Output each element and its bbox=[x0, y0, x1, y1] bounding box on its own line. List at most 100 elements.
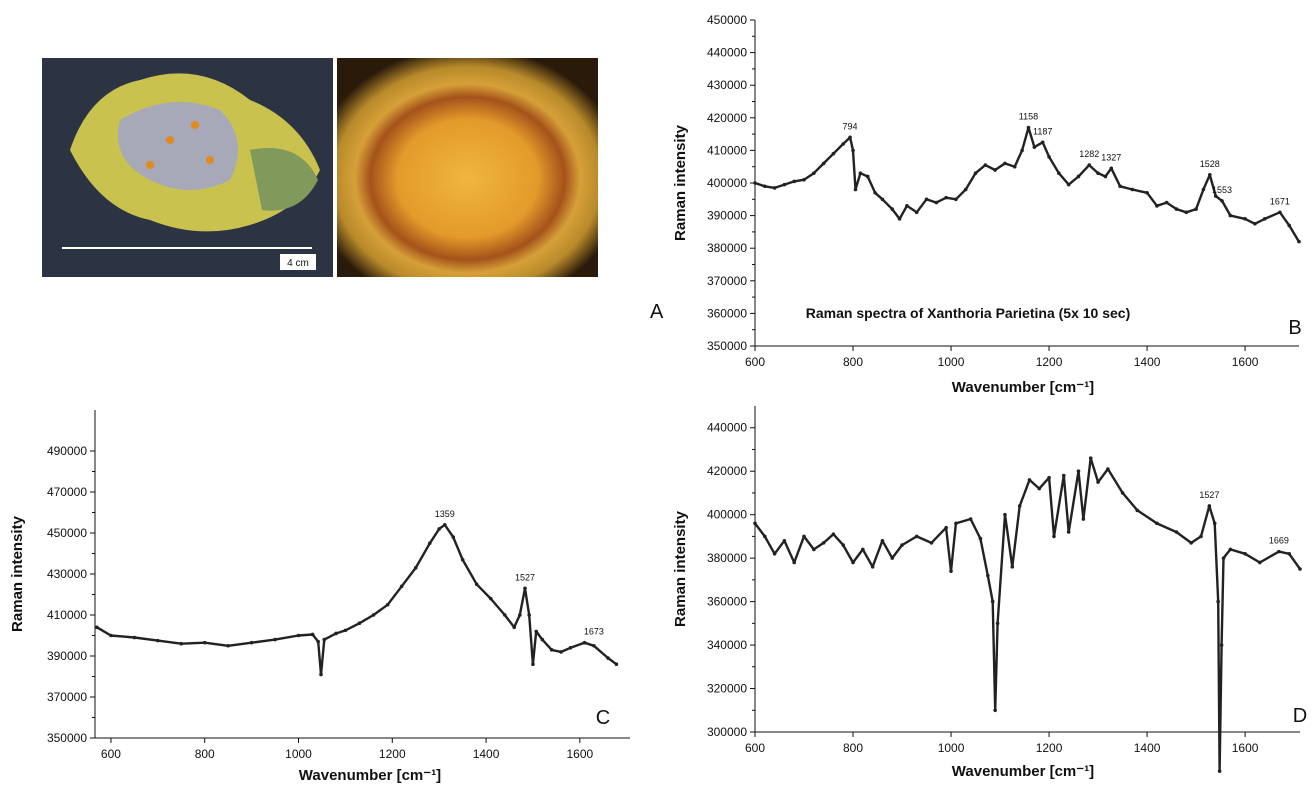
spectrum-point bbox=[1052, 534, 1056, 539]
spectrum-point bbox=[1278, 210, 1282, 215]
y-tick-label: 360000 bbox=[707, 595, 747, 609]
spectrum-point bbox=[1228, 213, 1233, 218]
spectrum-point bbox=[861, 547, 865, 552]
x-tick-label: 1000 bbox=[285, 747, 312, 761]
y-tick-label: 440000 bbox=[707, 46, 747, 60]
spectrum-point bbox=[1096, 480, 1100, 484]
spectrum-point bbox=[1040, 140, 1045, 145]
y-tick-label: 400000 bbox=[707, 176, 747, 190]
spectrum-point bbox=[851, 560, 855, 565]
y-tick-label: 350000 bbox=[47, 731, 87, 745]
spectrum-point bbox=[474, 582, 479, 587]
peak-label: 1527 bbox=[515, 572, 535, 582]
y-tick-label: 450000 bbox=[707, 13, 747, 27]
x-tick-label: 600 bbox=[745, 355, 765, 369]
spectrum-point bbox=[1221, 556, 1226, 560]
spectrum-point bbox=[95, 625, 99, 630]
spectrum-point bbox=[442, 523, 447, 527]
spectrum-point bbox=[880, 197, 885, 202]
spectrum-point bbox=[1020, 148, 1024, 153]
y-tick-label: 490000 bbox=[47, 444, 87, 458]
spectrum-point bbox=[944, 195, 948, 200]
spectrum-point bbox=[924, 197, 929, 202]
spectrum-point bbox=[1061, 473, 1066, 478]
spectrum-point bbox=[1047, 155, 1051, 159]
spectrum-point bbox=[753, 181, 757, 185]
panel-label: C bbox=[596, 707, 610, 729]
peak-label: 1528 bbox=[1200, 159, 1220, 169]
spectrum-point bbox=[782, 182, 787, 187]
chart: 350000 360000 370000 380000 390000 400000 4100… bbox=[672, 13, 1302, 396]
y-axis-title: Raman intensity bbox=[672, 510, 689, 627]
y-tick-label: 320000 bbox=[707, 682, 747, 696]
spectrum-point bbox=[1287, 551, 1292, 556]
spectrum-point bbox=[531, 662, 535, 666]
spectrum-point bbox=[1287, 223, 1291, 228]
x-tick-label: 600 bbox=[101, 747, 121, 761]
spectrum-point bbox=[399, 584, 404, 589]
spectrum-point bbox=[310, 632, 315, 637]
spectrum-point bbox=[978, 536, 983, 541]
spectrum-point bbox=[1103, 174, 1108, 179]
peak-label: 1673 bbox=[584, 627, 604, 637]
spectrum-point bbox=[812, 547, 816, 552]
x-tick-label: 1200 bbox=[379, 747, 406, 761]
spectrum-point bbox=[812, 171, 816, 176]
spectrum-point bbox=[437, 527, 441, 531]
spectrum-point bbox=[518, 613, 522, 617]
spectrum-point bbox=[853, 187, 858, 192]
spectrum-point bbox=[983, 163, 988, 167]
x-tick-label: 1000 bbox=[938, 741, 965, 755]
spectrum-point bbox=[990, 599, 995, 604]
y-tick-label: 380000 bbox=[707, 241, 747, 255]
spectrum-point bbox=[1037, 486, 1042, 491]
spectrum-point bbox=[880, 538, 885, 543]
y-tick-label: 370000 bbox=[707, 274, 747, 288]
peak-label: 1187 bbox=[1033, 126, 1052, 136]
y-tick-label: 390000 bbox=[47, 649, 87, 663]
spectrum-point bbox=[1087, 163, 1092, 167]
spectrum-point bbox=[371, 613, 376, 617]
spectrum-point bbox=[1184, 210, 1189, 215]
spectrum-point bbox=[132, 635, 137, 640]
spectrum-point bbox=[986, 573, 990, 578]
spectrum-point bbox=[1076, 174, 1081, 179]
spectrum-point bbox=[413, 566, 418, 570]
spectrum-point bbox=[488, 596, 493, 601]
spectrum-point bbox=[821, 161, 826, 166]
spectrum-point bbox=[385, 602, 390, 607]
spectrum-point bbox=[949, 569, 953, 573]
spectrum-point bbox=[179, 641, 184, 646]
scale-label: 4 cm bbox=[287, 258, 309, 269]
spectrum-point bbox=[316, 639, 320, 644]
spectrum-point bbox=[802, 534, 806, 539]
y-tick-label: 350000 bbox=[707, 339, 747, 353]
spectrum-point bbox=[614, 662, 619, 666]
spectrum-point bbox=[1145, 190, 1149, 195]
spectrum-line bbox=[96, 523, 618, 676]
spectrum-point bbox=[993, 708, 997, 713]
panel-label: B bbox=[1288, 317, 1301, 339]
x-tick-label: 800 bbox=[843, 741, 863, 755]
spectrum-point bbox=[1109, 166, 1114, 171]
spectrum-point bbox=[1220, 199, 1224, 203]
spectrum-point bbox=[322, 637, 327, 642]
spectrum-point bbox=[934, 200, 939, 205]
spectrum-point bbox=[1130, 187, 1135, 192]
spectrum-point bbox=[1213, 194, 1218, 198]
spectrum-point bbox=[1135, 508, 1140, 513]
y-tick-label: 380000 bbox=[707, 551, 747, 565]
spectrum-point bbox=[1262, 217, 1267, 221]
spectrum-point bbox=[772, 186, 777, 190]
spectrum-point bbox=[1164, 200, 1169, 205]
y-tick-label: 430000 bbox=[47, 567, 87, 581]
spectrum-point bbox=[1189, 541, 1193, 545]
y-tick-label: 370000 bbox=[47, 690, 87, 704]
spectrum-point bbox=[1057, 171, 1061, 176]
spectrum-point bbox=[582, 640, 587, 645]
spectrum-point bbox=[1258, 560, 1262, 565]
spectrum-point bbox=[1219, 643, 1224, 647]
spectrum-point bbox=[792, 179, 797, 184]
